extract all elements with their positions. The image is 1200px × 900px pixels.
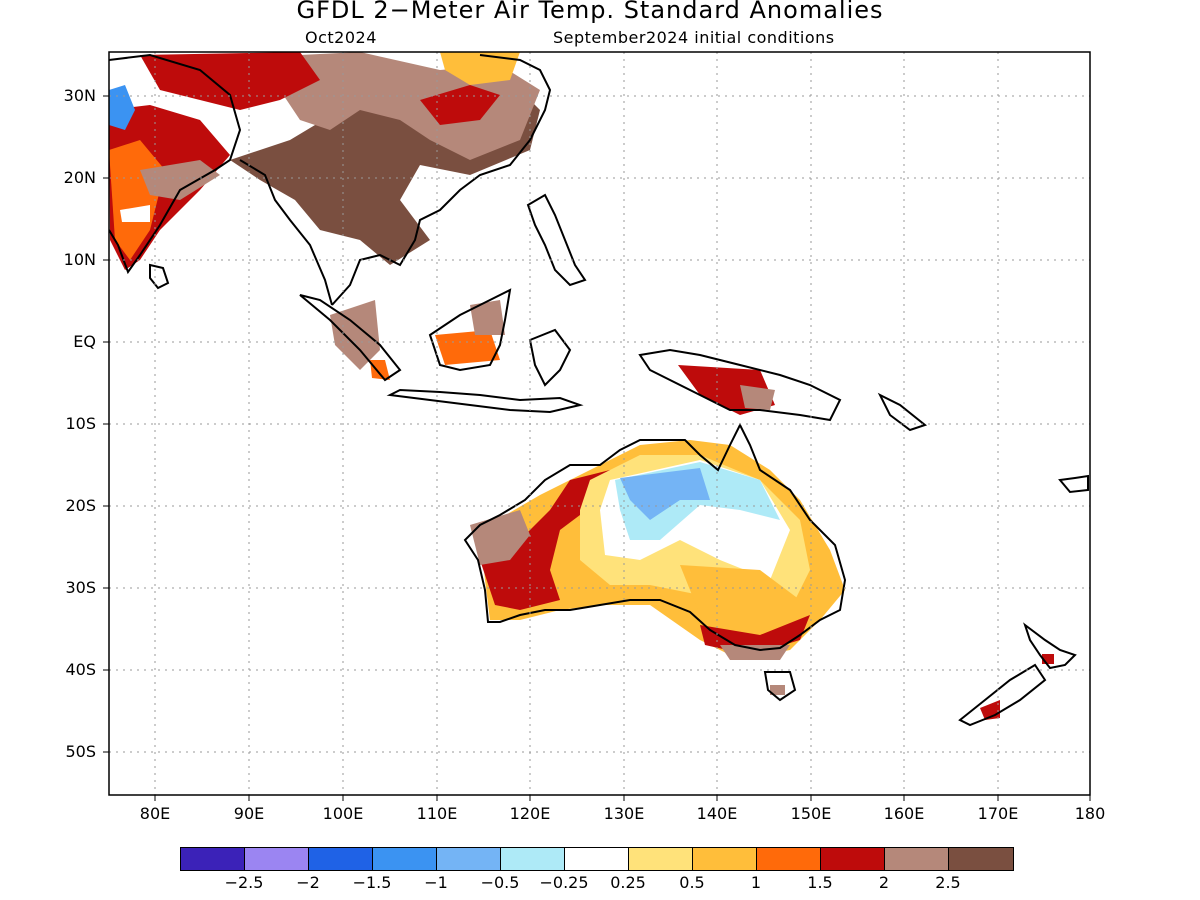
colorbar-label: −0.5 xyxy=(480,873,520,892)
colorbar-label: 2 xyxy=(878,873,890,892)
anomaly-region-india-cool xyxy=(109,85,135,130)
lon-label: 100E xyxy=(322,804,364,823)
axis-ticks xyxy=(103,95,1091,801)
lon-label: 180 xyxy=(1074,804,1106,823)
lon-label: 160E xyxy=(883,804,925,823)
colorbar-label: 2.5 xyxy=(935,873,961,892)
lon-label: 110E xyxy=(416,804,458,823)
lat-label: 50S xyxy=(65,742,96,761)
lon-label: 170E xyxy=(977,804,1019,823)
anomaly-region-tasmania-tan xyxy=(770,685,785,695)
map-field xyxy=(109,52,1054,720)
colorbar-label: −2.5 xyxy=(224,873,264,892)
anomaly-region-borneo-orange xyxy=(435,330,500,365)
anomaly-region-sumatra-tan xyxy=(330,300,380,370)
colorbar-label: 1 xyxy=(750,873,762,892)
anomaly-region-nchina-orange xyxy=(440,52,520,85)
colorbar-swatch xyxy=(437,848,501,870)
lat-label: 20S xyxy=(65,496,96,515)
colorbar-swatch xyxy=(501,848,565,870)
colorbar xyxy=(180,847,1014,871)
colorbar-label: 1.5 xyxy=(807,873,833,892)
initial-conditions: September2024 initial conditions xyxy=(553,28,835,47)
colorbar-label: 0.25 xyxy=(610,873,646,892)
anomaly-region-china-red xyxy=(420,85,500,125)
anomaly-region-sumatra-orange xyxy=(370,360,390,380)
anomaly-region-papua-tan xyxy=(740,385,775,410)
lon-label: 150E xyxy=(790,804,832,823)
anomaly-region-aus-west-tan xyxy=(470,510,530,565)
lat-label: 30S xyxy=(65,578,96,597)
lat-label: 20N xyxy=(63,168,96,187)
lon-label: 140E xyxy=(696,804,738,823)
colorbar-swatch xyxy=(181,848,245,870)
anomaly-region-india-white xyxy=(120,205,150,222)
colorbar-label: −1 xyxy=(424,873,448,892)
colorbar-swatch xyxy=(565,848,629,870)
graticule xyxy=(109,52,1090,795)
anomaly-region-india-tan xyxy=(140,160,220,200)
colorbar-swatch xyxy=(949,848,1013,870)
colorbar-swatch xyxy=(821,848,885,870)
lat-label: 30N xyxy=(63,86,96,105)
forecast-month: Oct2024 xyxy=(305,28,377,47)
colorbar-swatch xyxy=(373,848,437,870)
colorbar-label: −1.5 xyxy=(352,873,392,892)
colorbar-swatch xyxy=(757,848,821,870)
colorbar-swatch xyxy=(629,848,693,870)
lon-label: 130E xyxy=(603,804,645,823)
colorbar-swatch xyxy=(245,848,309,870)
anomaly-region-aus-red xyxy=(480,470,610,610)
colorbar-swatch xyxy=(885,848,949,870)
colorbar-swatch xyxy=(693,848,757,870)
colorbar-label: −2 xyxy=(296,873,320,892)
colorbar-label: −0.25 xyxy=(539,873,589,892)
lat-label: 10N xyxy=(63,250,96,269)
lat-label: 10S xyxy=(65,414,96,433)
lat-label: EQ xyxy=(73,332,96,351)
lon-label: 90E xyxy=(233,804,265,823)
anomaly-region-borneo-tan xyxy=(470,300,505,335)
anomaly-region-aus-blue xyxy=(620,468,710,520)
anomaly-region-aus-se-orange xyxy=(680,565,800,640)
lat-label: 40S xyxy=(65,660,96,679)
colorbar-label: 0.5 xyxy=(679,873,705,892)
colorbar-swatch xyxy=(309,848,373,870)
coastlines xyxy=(109,53,1089,727)
map-title: GFDL 2−Meter Air Temp. Standard Anomalie… xyxy=(296,0,884,24)
lon-label: 80E xyxy=(139,804,171,823)
lon-label: 120E xyxy=(509,804,551,823)
